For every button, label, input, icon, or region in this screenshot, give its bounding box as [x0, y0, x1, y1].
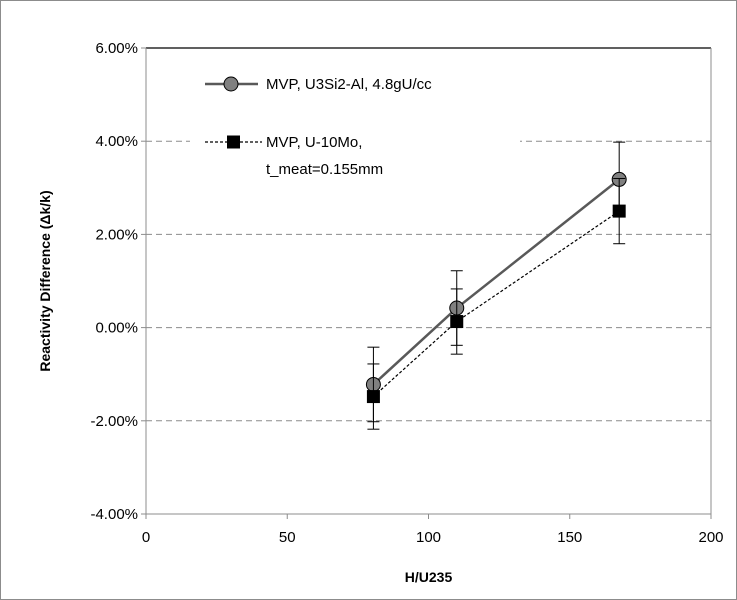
axes: -4.00% -2.00% 0.00% 2.00% 4.00% 6.00% 0 50 100 15…: [90, 40, 723, 546]
legend-background: [190, 126, 520, 156]
series-layer: [365, 141, 627, 430]
y-tick-label: 0.00%: [95, 320, 138, 337]
legend-label-series-1: MVP, U3Si2-Al, 4.8gU/cc: [266, 76, 432, 93]
legend-circle-marker: [223, 76, 239, 92]
y-tick-label: -4.00%: [90, 506, 138, 523]
series-2: [366, 177, 626, 430]
x-tick-label: 100: [416, 529, 441, 546]
data-point-square: [366, 390, 380, 404]
plot-area: [146, 48, 711, 514]
x-tick-label: 0: [142, 529, 150, 546]
legend-label-series-2-line-2: t_meat=0.155mm: [266, 161, 383, 178]
gridlines: [146, 47, 711, 422]
legend-label-series-2-line-1: MVP, U-10Mo,: [266, 134, 362, 151]
x-axis-title: H/U235: [405, 569, 453, 585]
y-tick-label: 6.00%: [95, 40, 138, 57]
x-tick-label: 200: [698, 529, 723, 546]
data-point-square: [450, 315, 464, 329]
x-tick-label: 150: [557, 529, 582, 546]
x-tick-label: 50: [279, 529, 296, 546]
y-axis-title: Reactivity Difference (Δk/k): [37, 190, 53, 371]
legend: MVP, U3Si2-Al, 4.8gU/cc MVP, U-10Mo, t_m…: [190, 76, 520, 178]
y-tick-label: 4.00%: [95, 133, 138, 150]
data-point-square: [612, 204, 626, 218]
plot-background: [146, 48, 711, 514]
y-tick-label: 2.00%: [95, 226, 138, 243]
y-tick-label: -2.00%: [90, 413, 138, 430]
legend-square-marker: [227, 135, 240, 149]
